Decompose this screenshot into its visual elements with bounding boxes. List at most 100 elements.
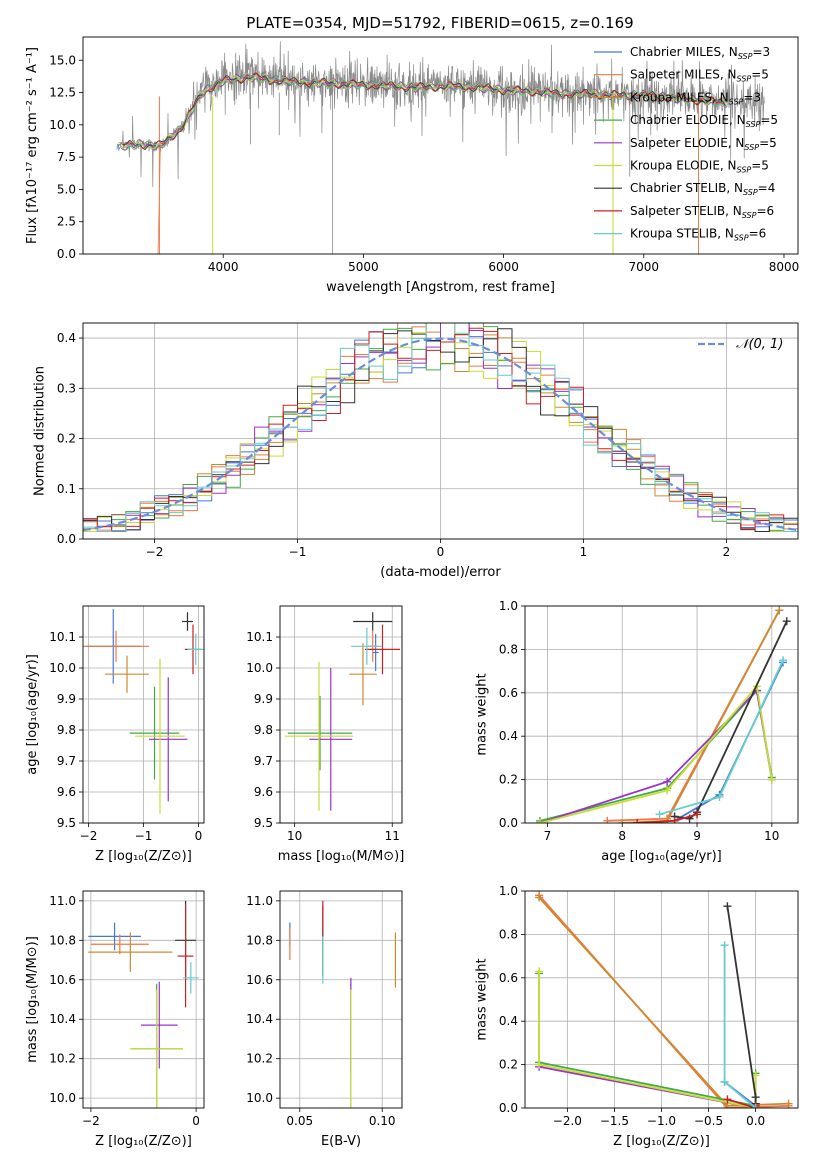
errorbar-point — [309, 668, 353, 811]
mass_vs_Z-frame — [82, 890, 205, 1109]
errorbar-point — [129, 686, 180, 780]
y-tick-label: 11.0 — [49, 894, 76, 908]
x-tick-label: 0 — [437, 545, 445, 559]
model-spectrum-kroupa-stelib — [124, 72, 728, 151]
residuals-plot — [83, 323, 798, 539]
mass_vs_ebv-frame — [279, 890, 403, 1109]
x-axis-label: E(B-V) — [321, 1134, 361, 1149]
y-tick-label: 0.2 — [57, 432, 76, 446]
y-tick-label: 10.0 — [246, 661, 273, 675]
y-tick-label: 0.6 — [499, 971, 518, 985]
y-tick-label: 10.1 — [246, 630, 273, 644]
errorbar-point — [351, 627, 383, 665]
errorbar-point — [88, 932, 173, 972]
y-tick-label: 10.8 — [49, 933, 76, 947]
y-tick-label: 0.6 — [499, 686, 518, 700]
y-tick-label: 0.0 — [57, 247, 76, 261]
reference-legend-label: 𝒩(0, 1) — [736, 337, 783, 352]
weight-line-chabrier-miles — [674, 662, 784, 822]
errorbar-point — [140, 981, 178, 1069]
weight-marker — [723, 1095, 732, 1104]
y-tick-label: 15.0 — [49, 53, 76, 67]
legend-label-name: Kroupa MILES, N — [630, 90, 729, 104]
legend-label-count: =5 — [751, 159, 769, 173]
legend-label-count: =6 — [756, 204, 774, 218]
errorbar-point — [287, 695, 353, 771]
x-tick-label: 0.0 — [746, 1114, 765, 1128]
residuals-frame — [82, 322, 799, 540]
y-axis-label: mass weight — [474, 673, 489, 755]
y-axis-label: mass [log₁₀(M/M⊙)] — [25, 936, 40, 1063]
residuals-axes: −2 −1 0 1 2 0.0 0.1 0.2 0.3 0.4 (data-model)/error… — [32, 323, 798, 580]
legend-label: Salpeter MILES, NSSP=5 — [630, 68, 769, 84]
weight-marker — [663, 777, 672, 786]
legend-label-name: Salpeter MILES, N — [630, 68, 737, 82]
y-tick-label: 11.0 — [246, 894, 273, 908]
x-tick-label: 11 — [385, 829, 400, 843]
weight-marker — [723, 902, 732, 911]
y-tick-label: 0.0 — [499, 1101, 518, 1115]
legend-label: Kroupa MILES, NSSP=3 — [630, 90, 761, 106]
errorbar-point — [130, 989, 183, 1108]
x-tick-label: −1 — [135, 829, 153, 843]
age_vs_Z-frame — [82, 605, 205, 824]
y-tick-label: 0.2 — [499, 773, 518, 787]
weight_vs_age-plot — [535, 606, 791, 823]
y-tick-label: 10.1 — [49, 630, 76, 644]
weight-line-salpeter-miles — [538, 894, 789, 1108]
y-tick-label: 10.4 — [246, 1012, 273, 1026]
y-tick-label: 10.8 — [246, 933, 273, 947]
legend-label-name: Chabrier MILES, N — [630, 45, 738, 59]
y-tick-label: 9.7 — [254, 754, 273, 768]
x-tick-label: 0 — [195, 829, 203, 843]
observed-spectrum — [116, 41, 765, 188]
errorbar-point — [372, 633, 379, 672]
y-tick-label: 0.4 — [57, 331, 76, 345]
x-tick-label: −2 — [146, 545, 164, 559]
x-tick-label: 1 — [580, 545, 588, 559]
legend-label-name: Chabrier ELODIE, N — [630, 113, 746, 127]
weight-marker — [693, 810, 702, 819]
residual-histogram-chabrier-elodie — [83, 323, 798, 539]
x-tick-label: 0.05 — [286, 1114, 313, 1128]
y-tick-label: 0.1 — [57, 482, 76, 496]
legend-label-sub: SSP — [729, 97, 744, 106]
errorbar-point — [149, 677, 188, 802]
legend-label-name: Salpeter ELODIE, N — [630, 136, 744, 150]
weight-marker — [720, 941, 729, 950]
x-tick-label: 10 — [287, 829, 302, 843]
y-tick-label: 1.0 — [499, 599, 518, 613]
x-tick-label: 0 — [192, 1114, 200, 1128]
y-tick-label: 9.8 — [254, 723, 273, 737]
x-tick-label: 7000 — [629, 260, 660, 274]
weight-marker — [618, 819, 627, 823]
y-tick-label: 10.6 — [246, 973, 273, 987]
mass_vs_Z-plot — [88, 900, 199, 1108]
weight-line-kroupa-miles — [622, 609, 781, 823]
weight-marker — [670, 816, 679, 823]
legend-label: Salpeter ELODIE, NSSP=5 — [630, 136, 777, 152]
weight_vs_age-frame — [524, 605, 799, 824]
weight-marker — [779, 656, 788, 665]
errorbar-point — [105, 655, 149, 693]
x-tick-label: 6000 — [488, 260, 519, 274]
y-tick-label: 0.4 — [499, 729, 518, 743]
legend-label-name: Kroupa STELIB, N — [630, 227, 734, 241]
errorbar-point — [177, 904, 194, 1008]
x-tick-label: −0.5 — [694, 1114, 723, 1128]
weight_vs_Z-plot — [535, 891, 793, 1108]
normal-reference-curve — [83, 337, 798, 532]
y-tick-label: 12.5 — [49, 86, 76, 100]
weight-marker — [535, 893, 544, 902]
x-tick-label: −1 — [289, 545, 307, 559]
x-tick-label: 0.10 — [369, 1114, 396, 1128]
weight-line-salpeter-miles — [607, 609, 781, 822]
x-tick-label: 4000 — [208, 260, 239, 274]
weight-line-kroupa-elodie — [539, 684, 773, 823]
age_vs_mass-axes: 10 11 9.5 9.6 9.7 9.8 9.9 10.0 10.1 mass [log₁₀(M… — [246, 606, 404, 864]
errorbar-point — [135, 658, 185, 814]
weight-marker — [655, 810, 664, 819]
legend-label: Chabrier ELODIE, NSSP=5 — [630, 113, 778, 129]
weight_vs_Z-axes: −2.0 −1.5 −1.0 −0.5 0.0 0.0 0.2 0.4 0.6 0.8 1.0 Z [… — [474, 884, 798, 1149]
